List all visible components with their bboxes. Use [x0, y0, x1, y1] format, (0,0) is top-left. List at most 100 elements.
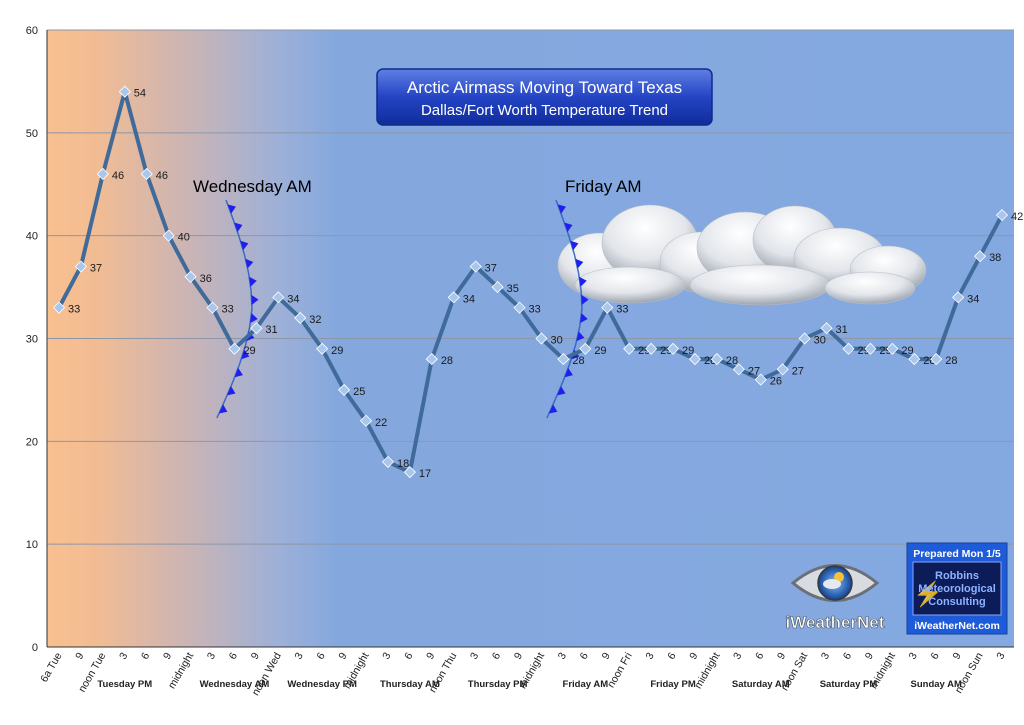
data-label: 31 — [265, 324, 277, 336]
cold-front-markers — [216, 199, 589, 419]
period-label: Friday PM — [650, 679, 695, 690]
data-point — [381, 455, 395, 468]
data-label: 28 — [441, 355, 453, 367]
x-tick-label: 6 — [665, 650, 678, 661]
data-point — [52, 301, 66, 314]
data-label: 31 — [836, 324, 848, 336]
period-label: Saturday AM — [732, 679, 790, 690]
data-point — [338, 383, 351, 396]
y-tick-label: 10 — [26, 539, 38, 551]
data-label: 28 — [726, 355, 738, 367]
period-labels: Tuesday PM Wednesday AM Wednesday PM Thursd… — [97, 679, 962, 690]
data-point — [513, 301, 526, 314]
data-point — [666, 342, 680, 355]
data-point — [908, 353, 921, 366]
data-point — [206, 301, 219, 314]
front-annotation: Friday AM — [565, 177, 642, 196]
company-line-3: Consulting — [928, 596, 985, 608]
data-label: 29 — [331, 345, 343, 357]
x-tick-label: 3 — [468, 650, 481, 661]
data-point — [491, 281, 504, 294]
data-point — [864, 342, 877, 355]
data-point — [820, 322, 833, 335]
x-tick-label: 6 — [227, 650, 240, 661]
x-tick-label: 3 — [994, 650, 1007, 661]
data-point — [886, 342, 899, 355]
period-label: Saturday PM — [820, 679, 878, 690]
data-label: 32 — [309, 314, 321, 326]
x-tick-label: 6 — [490, 650, 503, 661]
x-tick-label: 6 — [139, 650, 152, 661]
data-label: 54 — [134, 88, 146, 100]
title-box: Arctic Airmass Moving Toward Texas Dalla… — [376, 68, 713, 126]
data-label: 27 — [792, 365, 804, 377]
data-label: 33 — [68, 304, 80, 316]
data-point — [798, 332, 811, 345]
annotations: Wednesday AM Friday AM — [193, 177, 642, 196]
data-label: 46 — [156, 170, 168, 182]
data-point — [995, 209, 1009, 222]
y-tick-label: 30 — [26, 334, 38, 346]
data-label: 36 — [200, 273, 212, 285]
y-axis: 0 10 20 30 40 50 60 — [26, 25, 1014, 654]
consulting-badge: Prepared Mon 1/5 ⚡ Robbins Meteorologica… — [906, 542, 1008, 635]
data-point — [579, 342, 592, 355]
data-point — [228, 342, 241, 355]
data-label: 29 — [243, 345, 255, 357]
website-label: iWeatherNet.com — [914, 620, 1000, 632]
x-tick-label: 3 — [643, 650, 656, 661]
data-label: 34 — [287, 293, 299, 305]
data-point — [732, 363, 745, 376]
data-label: 33 — [616, 304, 628, 316]
y-tick-label: 40 — [26, 231, 38, 243]
x-tick-label: 9 — [950, 650, 963, 661]
data-point — [535, 332, 548, 345]
data-label: 33 — [222, 304, 234, 316]
company-line-2: Meteorological — [918, 583, 996, 595]
data-point — [294, 311, 307, 324]
cloud-icon — [557, 204, 927, 306]
x-tick-label: 9 — [600, 650, 613, 661]
x-tick-label: 3 — [380, 650, 393, 661]
data-point — [272, 291, 285, 304]
data-label: 37 — [485, 263, 497, 275]
data-label: 30 — [550, 335, 562, 347]
data-label: 42 — [1011, 211, 1023, 223]
data-label: 35 — [507, 283, 519, 295]
series-line — [57, 89, 1004, 475]
data-label: 22 — [375, 417, 387, 429]
data-point — [162, 229, 175, 242]
x-tick-label: 6 — [841, 650, 854, 661]
data-point — [974, 250, 987, 263]
data-point — [952, 291, 965, 304]
data-point — [930, 353, 943, 366]
data-label: 30 — [814, 335, 826, 347]
data-label: 34 — [967, 293, 979, 305]
x-tick-label: 9 — [775, 650, 788, 661]
x-tick-label: 9 — [863, 650, 876, 661]
data-label: 29 — [901, 345, 913, 357]
data-label: 25 — [353, 386, 365, 398]
data-point — [140, 167, 153, 181]
chart-title: Arctic Airmass Moving Toward Texas — [407, 78, 682, 97]
data-label: 40 — [178, 232, 190, 244]
data-point — [645, 342, 658, 355]
x-tick-label: 3 — [117, 650, 130, 661]
data-point — [316, 342, 329, 355]
x-tick-label: 3 — [819, 650, 832, 661]
data-point — [754, 373, 767, 386]
front-annotation: Wednesday AM — [193, 177, 312, 196]
data-label: 18 — [397, 458, 409, 470]
data-label: 28 — [945, 355, 957, 367]
y-tick-label: 60 — [26, 25, 38, 37]
data-label: 34 — [463, 293, 475, 305]
period-label: Tuesday PM — [97, 679, 152, 690]
period-label: Wednesday AM — [200, 679, 270, 690]
data-label: 46 — [112, 170, 124, 182]
x-tick-label: 6 — [578, 650, 591, 661]
period-label: Wednesday PM — [287, 679, 357, 690]
period-label: Thursday AM — [380, 679, 440, 690]
period-label: Sunday AM — [911, 679, 962, 690]
